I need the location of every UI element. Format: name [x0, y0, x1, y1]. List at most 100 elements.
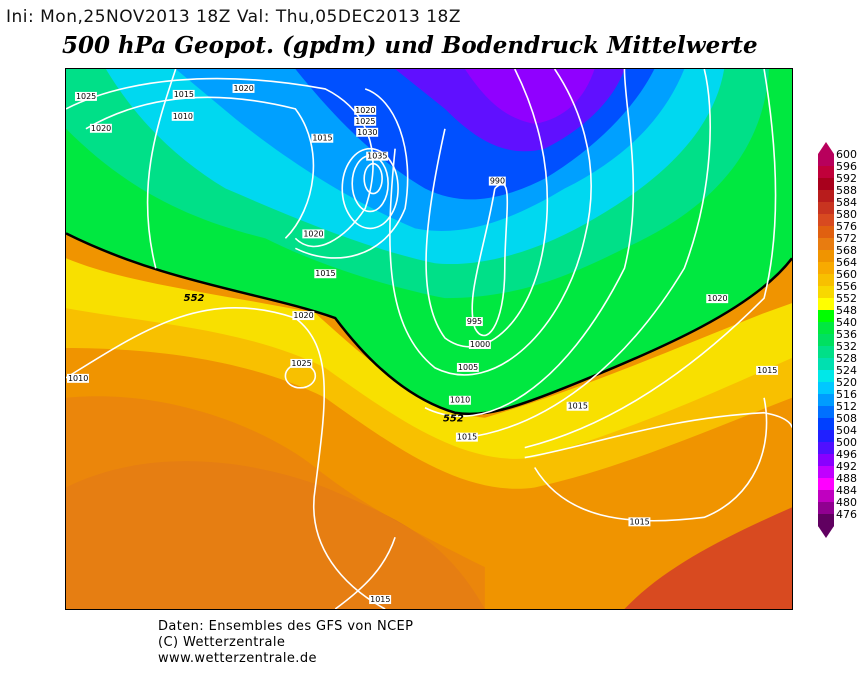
colorbar-swatch	[818, 226, 834, 239]
map-title: 500 hPa Geopot. (gpdm) und Bodendruck Mi…	[62, 32, 758, 59]
colorbar-label: 592	[836, 172, 857, 185]
colorbar-label: 572	[836, 232, 857, 245]
field-580	[624, 507, 792, 609]
colorbar-swatch	[818, 202, 834, 215]
colorbar-label: 536	[836, 328, 857, 341]
field-496	[464, 69, 595, 124]
colorbar-swatch	[818, 406, 834, 419]
colorbar-swatch	[818, 154, 834, 167]
isobar-label: 990	[490, 177, 505, 186]
colorbar-swatch	[818, 214, 834, 227]
colorbar-label: 576	[836, 220, 857, 233]
colorbar-label: 488	[836, 472, 857, 485]
isobar-label: 1035	[367, 152, 387, 161]
colorbar-label: 548	[836, 304, 857, 317]
colorbar-swatch	[818, 430, 834, 443]
init-time: Ini: Mon,25NOV2013 18Z Val: Thu,05DEC201…	[6, 7, 461, 27]
isobar-label: 1010	[450, 396, 470, 405]
colorbar-label: 540	[836, 316, 857, 329]
colorbar-label: 492	[836, 460, 857, 473]
colorbar-swatch	[818, 442, 834, 455]
colorbar-swatch	[818, 262, 834, 275]
colorbar-swatch	[818, 274, 834, 287]
colorbar-swatch	[818, 166, 834, 179]
colorbar-label: 516	[836, 388, 857, 401]
colorbar-label: 524	[836, 364, 857, 377]
valid-label: Val: Thu,05DEC2013 18Z	[236, 7, 462, 27]
colorbar-swatch	[818, 238, 834, 251]
colorbar-label: 528	[836, 352, 857, 365]
isobar-label: 1015	[174, 90, 194, 99]
colorbar-swatch	[818, 394, 834, 407]
isobar-label: 1030	[357, 128, 377, 137]
isobars	[66, 69, 792, 609]
contour-552	[66, 232, 792, 416]
colorbar-swatch	[818, 286, 834, 299]
colorbar-label: 512	[836, 400, 857, 413]
colorbar-swatch	[818, 190, 834, 203]
isobar-label: 1015	[370, 595, 390, 604]
colorbar-arrow	[818, 142, 834, 154]
footer-website[interactable]: www.wetterzentrale.de	[158, 651, 317, 666]
isobar-label: 1000	[470, 340, 490, 349]
colorbar-label: 568	[836, 244, 857, 257]
colorbar-label: 564	[836, 256, 857, 269]
isobar-label: 1020	[303, 229, 323, 238]
colorbar-swatch	[818, 334, 834, 347]
isobar-label: 1015	[315, 269, 335, 278]
isobar-label: 1015	[457, 433, 477, 442]
colorbar-label: 584	[836, 196, 857, 209]
colorbar-label: 600	[836, 148, 857, 161]
colorbar-swatch	[818, 454, 834, 467]
colorbar-swatch	[818, 370, 834, 383]
isobar-label: 1015	[629, 517, 649, 526]
isobar-label: 1015	[568, 402, 588, 411]
contour-label-552: 552	[443, 414, 464, 425]
colorbar-swatch	[818, 358, 834, 371]
colorbar-swatch	[818, 250, 834, 263]
colorbar-label: 508	[836, 412, 857, 425]
colorbar-label: 476	[836, 508, 857, 521]
colorbar-swatch	[818, 322, 834, 335]
isobar-label: 1010	[68, 374, 88, 383]
colorbar-label: 484	[836, 484, 857, 497]
field-572	[66, 396, 485, 609]
colorbar-label: 552	[836, 292, 857, 305]
colorbar-label: 596	[836, 160, 857, 173]
isobar-label: 1020	[355, 106, 375, 115]
contour-label-552: 552	[184, 293, 205, 304]
colorbar-label: 588	[836, 184, 857, 197]
init-label: Ini: Mon,25NOV2013 18Z	[6, 7, 231, 27]
colorbar-swatch	[818, 478, 834, 491]
colorbar-legend: 6005965925885845805765725685645605565525…	[818, 142, 857, 538]
colorbar-label: 556	[836, 280, 857, 293]
isobar-label: 995	[467, 317, 482, 326]
colorbar-label: 532	[836, 340, 857, 353]
colorbar-label: 560	[836, 268, 857, 281]
colorbar-swatch	[818, 298, 834, 311]
colorbar-swatch	[818, 466, 834, 479]
colorbar-swatch	[818, 514, 834, 527]
weather-map: 552 552 1025 1020 1015 1020 1010 1020 1025 1030 10…	[65, 68, 793, 610]
footer-data-source: Daten: Ensembles des GFS von NCEP	[158, 619, 414, 634]
colorbar-swatch	[818, 346, 834, 359]
colorbar-swatch	[818, 490, 834, 503]
isobar-label: 1020	[707, 294, 727, 303]
isobar-label: 1015	[312, 134, 332, 143]
colorbar-label: 496	[836, 448, 857, 461]
isobar-label: 1020	[91, 124, 111, 133]
footer-copyright: (C) Wetterzentrale	[158, 635, 286, 650]
colorbar-swatch	[818, 178, 834, 191]
colorbar-label: 504	[836, 424, 857, 437]
isobar-label: 1015	[757, 366, 777, 375]
colorbar-swatch	[818, 310, 834, 323]
colorbar-label: 580	[836, 208, 857, 221]
isobar-label: 1025	[355, 117, 375, 126]
colorbar-label: 480	[836, 496, 857, 509]
isobar-label: 1010	[173, 112, 193, 121]
colorbar-label: 500	[836, 436, 857, 449]
colorbar-swatch	[818, 502, 834, 515]
isobar-label: 1005	[458, 363, 478, 372]
colorbar-swatch	[818, 418, 834, 431]
isobar-label: 1020	[234, 84, 254, 93]
